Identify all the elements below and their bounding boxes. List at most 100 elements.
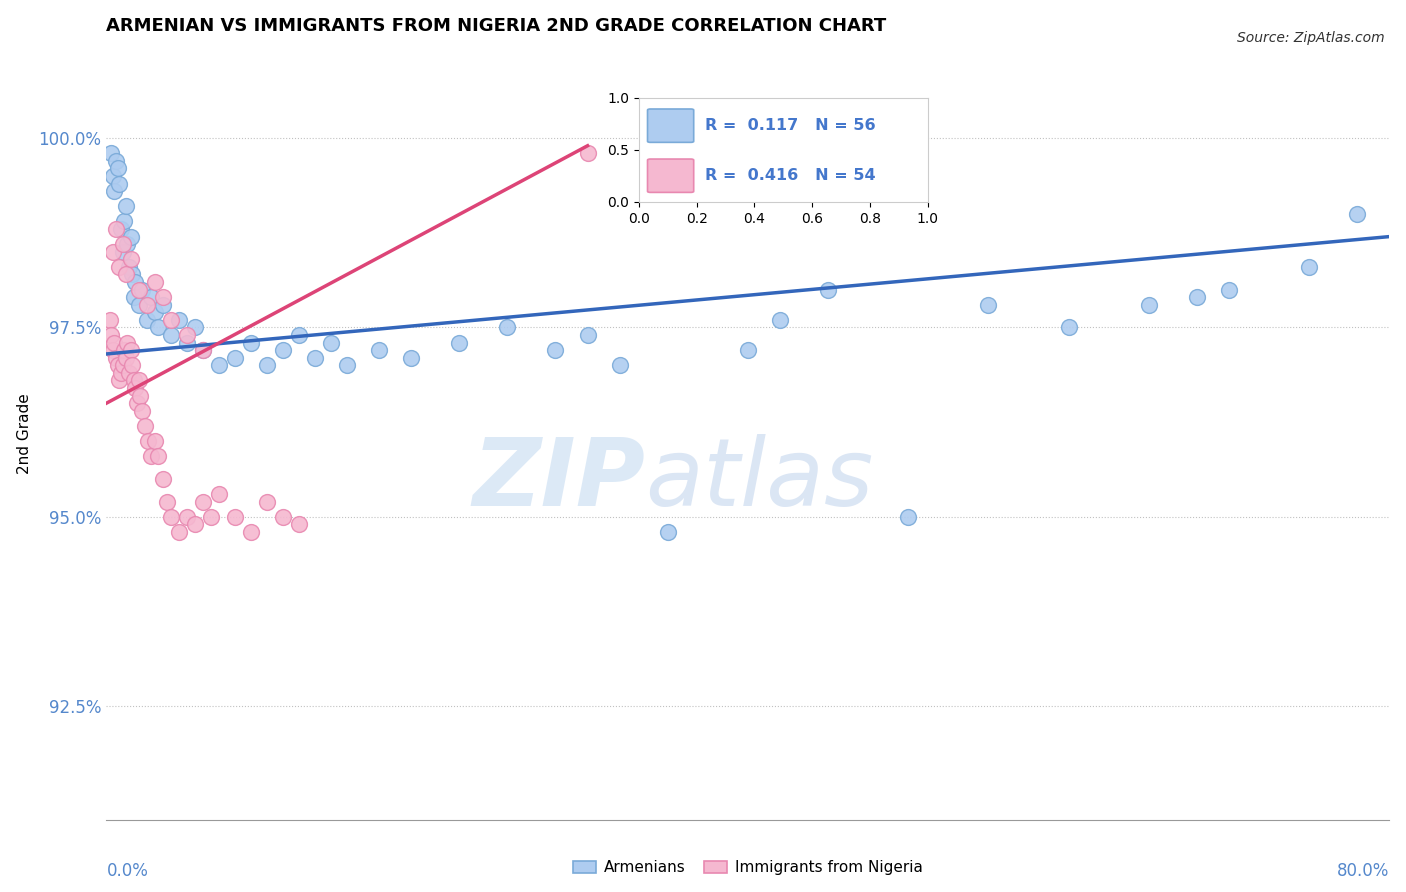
Point (152, 290, 174, 304)
Point (208, 487, 231, 501)
Point (817, 283, 839, 297)
Point (152, 298, 174, 312)
Point (120, 343, 142, 358)
Point (271, 509, 294, 524)
Point (100, 328, 122, 343)
Point (191, 343, 214, 358)
Point (129, 388, 152, 402)
Point (576, 328, 599, 343)
Point (1185, 290, 1208, 304)
Text: ZIP: ZIP (472, 434, 645, 525)
Point (105, 351, 128, 365)
Point (143, 434, 166, 448)
Point (128, 298, 150, 312)
Point (304, 351, 326, 365)
Point (167, 524, 190, 539)
Point (657, 524, 679, 539)
Point (114, 199, 136, 213)
Point (1137, 298, 1160, 312)
Point (112, 214, 135, 228)
Point (125, 396, 148, 410)
Point (141, 449, 163, 463)
Point (336, 359, 359, 373)
Point (167, 313, 190, 327)
Point (143, 305, 166, 319)
Point (120, 252, 142, 267)
Point (977, 298, 1000, 312)
Point (121, 359, 143, 373)
Point (118, 260, 141, 274)
Point (288, 517, 311, 532)
Point (159, 509, 181, 524)
Point (152, 472, 174, 486)
Point (110, 366, 132, 380)
Point (100, 146, 122, 161)
Point (108, 374, 131, 388)
Point (108, 177, 131, 191)
Point (176, 509, 198, 524)
Point (120, 229, 142, 244)
Legend: Armenians, Immigrants from Nigeria: Armenians, Immigrants from Nigeria (567, 855, 928, 881)
Point (176, 335, 198, 350)
Point (117, 335, 139, 350)
Point (124, 381, 146, 395)
Point (1346, 207, 1368, 221)
Point (449, 335, 471, 350)
Point (1057, 320, 1080, 334)
Point (98, 313, 121, 327)
Point (124, 275, 146, 289)
Point (143, 275, 166, 289)
Text: 0.0%: 0.0% (107, 862, 149, 880)
Point (183, 320, 205, 334)
Point (288, 328, 311, 343)
Point (256, 359, 278, 373)
Point (114, 351, 136, 365)
Point (141, 290, 163, 304)
Point (224, 351, 246, 365)
Point (103, 335, 125, 350)
Point (134, 418, 156, 433)
Point (159, 313, 181, 327)
Point (135, 313, 157, 327)
Point (239, 524, 262, 539)
Point (897, 509, 920, 524)
Point (146, 320, 169, 334)
Point (105, 153, 128, 168)
Point (101, 244, 124, 259)
Point (112, 343, 135, 358)
Y-axis label: 2nd Grade: 2nd Grade (17, 393, 32, 474)
Point (737, 343, 759, 358)
Point (103, 184, 125, 198)
Point (224, 509, 246, 524)
Point (200, 509, 222, 524)
Point (111, 244, 134, 259)
Text: atlas: atlas (645, 434, 873, 525)
Point (108, 260, 131, 274)
Point (128, 374, 150, 388)
Point (1298, 260, 1320, 274)
Point (122, 290, 145, 304)
Point (101, 343, 124, 358)
Point (576, 146, 599, 161)
Point (136, 434, 159, 448)
Point (117, 237, 139, 252)
Point (107, 359, 129, 373)
Point (114, 268, 136, 282)
Point (156, 494, 179, 508)
Text: Source: ZipAtlas.com: Source: ZipAtlas.com (1237, 31, 1385, 45)
Point (110, 222, 132, 236)
Point (239, 335, 262, 350)
Point (111, 237, 134, 252)
Text: ARMENIAN VS IMMIGRANTS FROM NIGERIA 2ND GRADE CORRELATION CHART: ARMENIAN VS IMMIGRANTS FROM NIGERIA 2ND … (107, 17, 887, 35)
Point (183, 517, 205, 532)
Point (544, 343, 567, 358)
Point (769, 313, 792, 327)
Point (146, 449, 169, 463)
Point (496, 320, 519, 334)
Point (368, 343, 391, 358)
Point (159, 328, 181, 343)
Point (191, 343, 214, 358)
Point (609, 359, 631, 373)
Point (271, 343, 294, 358)
Point (256, 494, 278, 508)
